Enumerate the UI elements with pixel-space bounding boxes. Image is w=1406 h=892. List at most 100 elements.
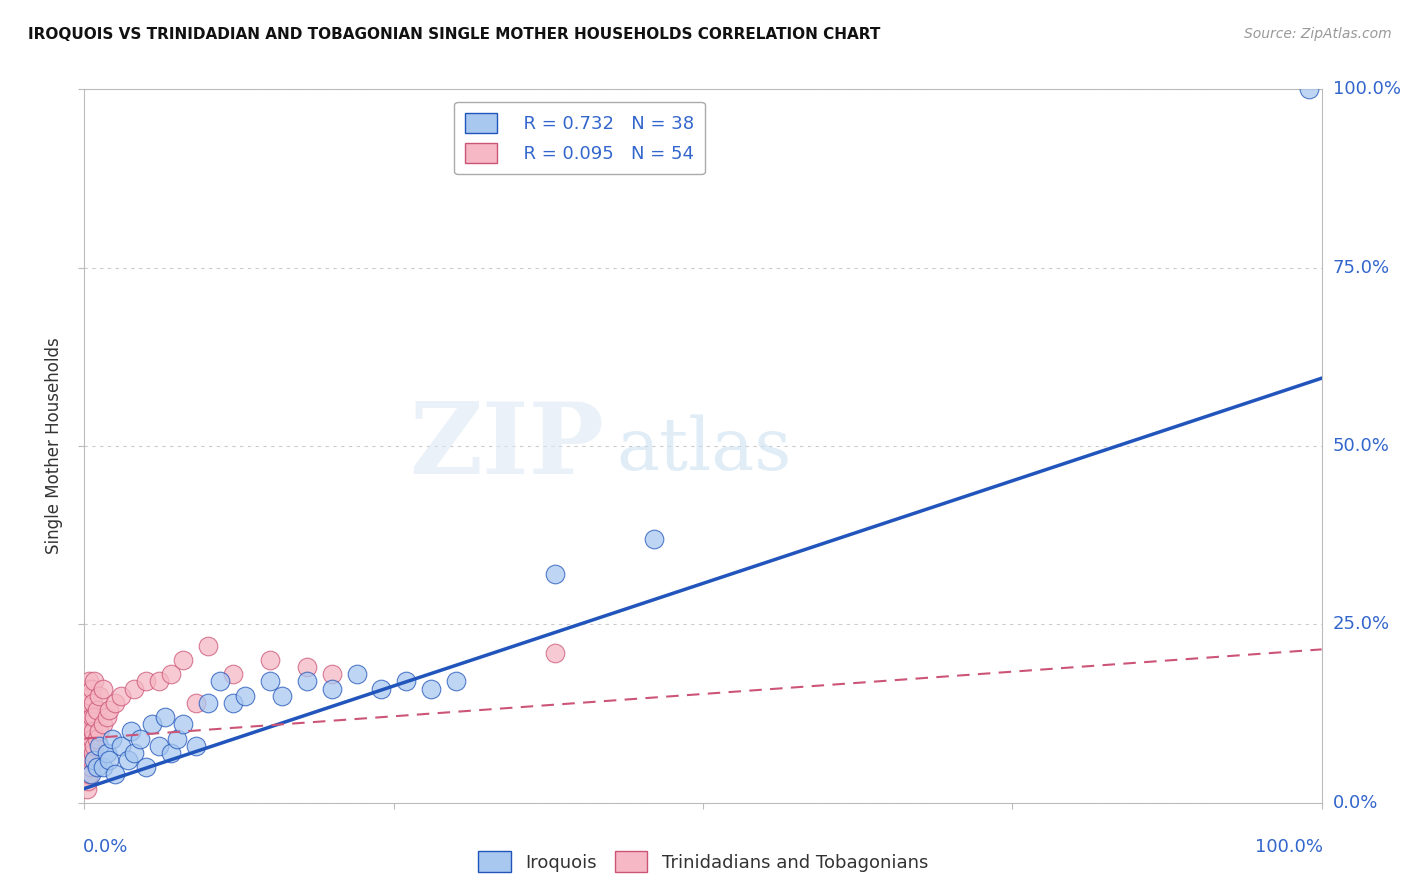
Point [96, 746, 118, 760]
Point [321, 667, 343, 681]
Point [259, 674, 281, 689]
Text: IROQUOIS VS TRINIDADIAN AND TOBAGONIAN SINGLE MOTHER HOUSEHOLDS CORRELATION CHAR: IROQUOIS VS TRINIDADIAN AND TOBAGONIAN S… [28, 27, 880, 42]
Point [77, 710, 100, 724]
Point [82, 746, 104, 760]
Point [80, 753, 103, 767]
Point [77, 724, 100, 739]
Point [77, 760, 100, 774]
Point [419, 681, 441, 696]
Point [79, 674, 101, 689]
Point [160, 667, 183, 681]
Point [110, 689, 132, 703]
Text: 75.0%: 75.0% [1333, 259, 1391, 277]
Text: 0.0%: 0.0% [83, 838, 128, 856]
Point [76, 767, 98, 781]
Point [135, 674, 157, 689]
Point [77, 681, 100, 696]
Point [153, 710, 176, 724]
Point [129, 731, 152, 746]
Text: 0.0%: 0.0% [1333, 794, 1378, 812]
Point [135, 760, 157, 774]
Y-axis label: Single Mother Households: Single Mother Households [45, 338, 63, 554]
Point [79, 739, 101, 753]
Point [79, 739, 101, 753]
Point [76, 753, 98, 767]
Point [76, 781, 98, 796]
Point [444, 674, 467, 689]
Point [82, 724, 104, 739]
Legend: Iroquois, Trinidadians and Tobagonians: Iroquois, Trinidadians and Tobagonians [471, 844, 935, 880]
Text: 50.0%: 50.0% [1333, 437, 1389, 455]
Point [83, 710, 105, 724]
Point [370, 681, 392, 696]
Point [76, 739, 98, 753]
Point [233, 689, 256, 703]
Point [86, 703, 108, 717]
Point [543, 567, 565, 582]
Text: Source: ZipAtlas.com: Source: ZipAtlas.com [1244, 27, 1392, 41]
Point [89, 689, 111, 703]
Point [96, 710, 118, 724]
Point [117, 753, 139, 767]
Point [160, 746, 183, 760]
Point [83, 674, 105, 689]
Point [395, 674, 418, 689]
Point [80, 681, 103, 696]
Point [295, 660, 318, 674]
Point [80, 710, 103, 724]
Point [83, 753, 105, 767]
Text: atlas: atlas [616, 414, 792, 485]
Point [100, 731, 122, 746]
Point [77, 774, 100, 789]
Text: ZIP: ZIP [409, 398, 605, 494]
Point [91, 717, 114, 731]
Point [89, 739, 111, 753]
Point [79, 717, 101, 731]
Point [79, 767, 101, 781]
Point [98, 703, 121, 717]
Point [122, 681, 145, 696]
Point [79, 696, 101, 710]
Point [91, 760, 114, 774]
Point [104, 767, 127, 781]
Point [271, 689, 294, 703]
Point [148, 674, 170, 689]
Point [543, 646, 565, 660]
Point [82, 696, 104, 710]
Point [197, 639, 219, 653]
Point [89, 724, 111, 739]
Point [77, 746, 100, 760]
Point [321, 681, 343, 696]
Point [643, 532, 665, 546]
Point [77, 696, 100, 710]
Point [86, 760, 108, 774]
Point [79, 710, 101, 724]
Point [172, 717, 194, 731]
Text: 100.0%: 100.0% [1333, 80, 1400, 98]
Point [83, 739, 105, 753]
Point [104, 696, 127, 710]
Text: 100.0%: 100.0% [1256, 838, 1323, 856]
Point [98, 753, 121, 767]
Point [79, 724, 101, 739]
Point [91, 681, 114, 696]
Point [79, 760, 101, 774]
Point [120, 724, 142, 739]
Point [295, 674, 318, 689]
Point [346, 667, 368, 681]
Point [259, 653, 281, 667]
Point [80, 731, 103, 746]
Text: 25.0%: 25.0% [1333, 615, 1391, 633]
Point [86, 731, 108, 746]
Point [110, 739, 132, 753]
Point [79, 767, 101, 781]
Point [141, 717, 163, 731]
Point [148, 739, 170, 753]
Point [1298, 82, 1320, 96]
Point [79, 753, 101, 767]
Point [222, 696, 245, 710]
Point [166, 731, 188, 746]
Point [184, 696, 207, 710]
Point [79, 689, 101, 703]
Point [184, 739, 207, 753]
